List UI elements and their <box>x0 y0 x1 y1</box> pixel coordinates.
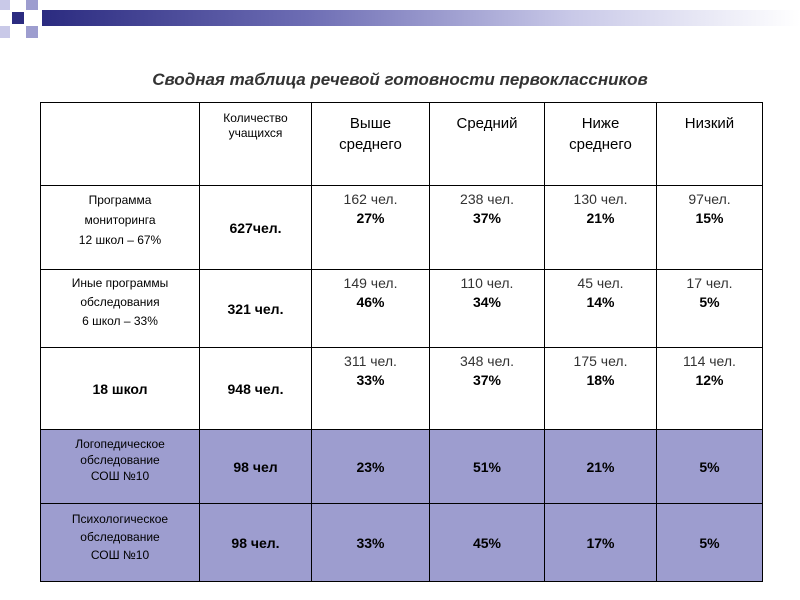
row-label-line: Психологическое <box>71 512 169 526</box>
value-percent: 23% <box>311 429 430 504</box>
row-label: Логопедическое обследование СОШ №10 <box>40 429 200 504</box>
header-line: Низкий <box>684 115 735 132</box>
header-above-average: Выше среднего <box>311 102 430 186</box>
row-label: Психологическое обследование СОШ №10 <box>40 503 200 582</box>
value-cell: 97чел. 15% <box>656 185 763 270</box>
header-line: Выше <box>349 115 392 132</box>
table-row: Программа мониторинга 12 школ – 67% 627ч… <box>40 185 763 270</box>
value-count: 162 чел. <box>343 191 398 207</box>
value-percent: 5% <box>699 294 720 310</box>
decor-square-3 <box>26 0 38 10</box>
header-line: Ниже <box>581 115 620 132</box>
row-label: Иные программы обследования 6 школ – 33% <box>40 269 200 348</box>
value-cell: 175 чел. 18% <box>544 347 657 430</box>
value-count: 348 чел. <box>460 353 514 369</box>
value-percent: 12% <box>695 372 724 388</box>
row-label-line: СОШ №10 <box>90 548 150 562</box>
row-count: 948 чел. <box>199 347 312 430</box>
value-count: 97чел. <box>688 191 731 207</box>
header-average: Средний <box>429 102 545 186</box>
row-label-line: 12 школ – 67% <box>78 233 162 247</box>
header-low: Низкий <box>656 102 763 186</box>
value-cell: 114 чел. 12% <box>656 347 763 430</box>
table-row: 18 школ 948 чел. 311 чел. 33% 348 чел. 37%… <box>40 347 763 430</box>
row-label: Программа мониторинга 12 школ – 67% <box>40 185 200 270</box>
value-percent: 33% <box>356 372 385 388</box>
header-row: Количество учащихся Выше среднего Средни… <box>40 102 763 186</box>
header-line: Средний <box>456 115 518 132</box>
header-count-line: учащихся <box>228 126 283 140</box>
value-cell: 238 чел. 37% <box>429 185 545 270</box>
shaded-row: Психологическое обследование СОШ №10 98 … <box>40 503 763 582</box>
row-label-line: 6 школ – 33% <box>82 314 158 328</box>
value-count: 17 чел. <box>686 275 733 291</box>
row-count: 321 чел. <box>199 269 312 348</box>
value-cell: 45 чел. 14% <box>544 269 657 348</box>
value-count: 45 чел. <box>577 275 624 291</box>
summary-table: Количество учащихся Выше среднего Средни… <box>40 102 763 582</box>
row-label: 18 школ <box>40 347 200 430</box>
header-empty-cell <box>40 102 200 186</box>
row-count: 98 чел <box>199 429 312 504</box>
value-cell: 130 чел. 21% <box>544 185 657 270</box>
row-label-line: обследование <box>80 453 160 467</box>
header-line: среднего <box>569 136 632 153</box>
value-cell: 149 чел. 46% <box>311 269 430 348</box>
value-cell: 17 чел. 5% <box>656 269 763 348</box>
value-percent: 37% <box>472 210 502 226</box>
value-percent: 5% <box>656 503 763 582</box>
value-percent: 51% <box>429 429 545 504</box>
value-percent: 33% <box>311 503 430 582</box>
row-label-line: Программа <box>88 193 152 207</box>
value-count: 110 чел. <box>460 275 514 291</box>
value-count: 114 чел. <box>683 353 736 369</box>
value-percent: 45% <box>429 503 545 582</box>
value-percent: 14% <box>586 294 615 310</box>
header-line: среднего <box>339 136 402 153</box>
header-below-average: Ниже среднего <box>544 102 657 186</box>
row-label-line: мониторинга <box>84 213 156 227</box>
header-count-line: Количество <box>223 111 288 125</box>
value-cell: 348 чел. 37% <box>429 347 545 430</box>
row-count: 98 чел. <box>199 503 312 582</box>
value-percent: 17% <box>544 503 657 582</box>
value-percent: 21% <box>586 210 615 226</box>
value-count: 130 чел. <box>573 191 628 207</box>
decor-square-2 <box>12 12 24 24</box>
value-percent: 34% <box>472 294 502 310</box>
row-label-line: Логопедическое <box>75 437 165 451</box>
row-label-line: Иные программы <box>71 276 169 290</box>
row-count: 627чел. <box>199 185 312 270</box>
value-cell: 162 чел. 27% <box>311 185 430 270</box>
value-cell: 110 чел. 34% <box>429 269 545 348</box>
row-label-line: СОШ №10 <box>90 469 150 483</box>
decor-square-5 <box>0 26 10 38</box>
header-stripe <box>42 10 800 26</box>
value-percent: 37% <box>472 372 502 388</box>
row-label-line: обследование <box>80 530 160 544</box>
value-percent: 27% <box>356 210 385 226</box>
decor-square-4 <box>26 26 38 38</box>
table-row: Иные программы обследования 6 школ – 33%… <box>40 269 763 348</box>
header-count: Количество учащихся <box>199 102 312 186</box>
value-percent: 46% <box>356 294 385 310</box>
value-percent: 15% <box>695 210 724 226</box>
value-percent: 21% <box>544 429 657 504</box>
value-percent: 18% <box>586 372 615 388</box>
value-count: 311 чел. <box>344 353 397 369</box>
value-percent: 5% <box>656 429 763 504</box>
value-cell: 311 чел. 33% <box>311 347 430 430</box>
shaded-row: Логопедическое обследование СОШ №10 98 ч… <box>40 429 763 504</box>
value-count: 175 чел. <box>573 353 628 369</box>
decor-square-1 <box>0 0 10 10</box>
page-title: Сводная таблица речевой готовности перво… <box>152 70 648 89</box>
row-label-line: 18 школ <box>92 380 148 397</box>
value-count: 238 чел. <box>460 191 514 207</box>
row-label-line: обследования <box>80 295 160 309</box>
value-count: 149 чел. <box>343 275 398 291</box>
